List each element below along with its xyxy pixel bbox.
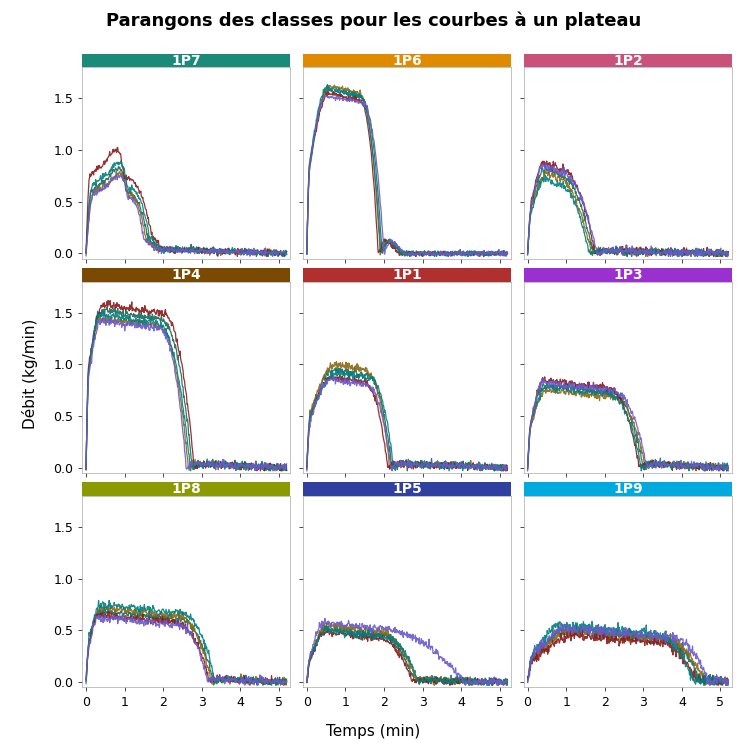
FancyBboxPatch shape [82,54,291,67]
FancyBboxPatch shape [524,54,732,67]
Text: 1P8: 1P8 [172,482,201,496]
Text: Débit (kg/min): Débit (kg/min) [22,318,38,429]
FancyBboxPatch shape [82,268,291,282]
Text: 1P7: 1P7 [172,54,201,67]
Text: Parangons des classes pour les courbes à un plateau: Parangons des classes pour les courbes à… [106,11,641,30]
FancyBboxPatch shape [82,483,291,496]
FancyBboxPatch shape [303,483,511,496]
Text: 1P9: 1P9 [613,482,642,496]
FancyBboxPatch shape [303,54,511,67]
Text: 1P6: 1P6 [392,54,422,67]
FancyBboxPatch shape [303,268,511,282]
Text: 1P2: 1P2 [613,54,642,67]
Text: 1P5: 1P5 [392,482,422,496]
Text: 1P1: 1P1 [392,268,422,282]
Text: 1P3: 1P3 [613,268,642,282]
Text: Temps (min): Temps (min) [326,724,421,739]
FancyBboxPatch shape [524,268,732,282]
FancyBboxPatch shape [524,483,732,496]
Text: 1P4: 1P4 [172,268,201,282]
